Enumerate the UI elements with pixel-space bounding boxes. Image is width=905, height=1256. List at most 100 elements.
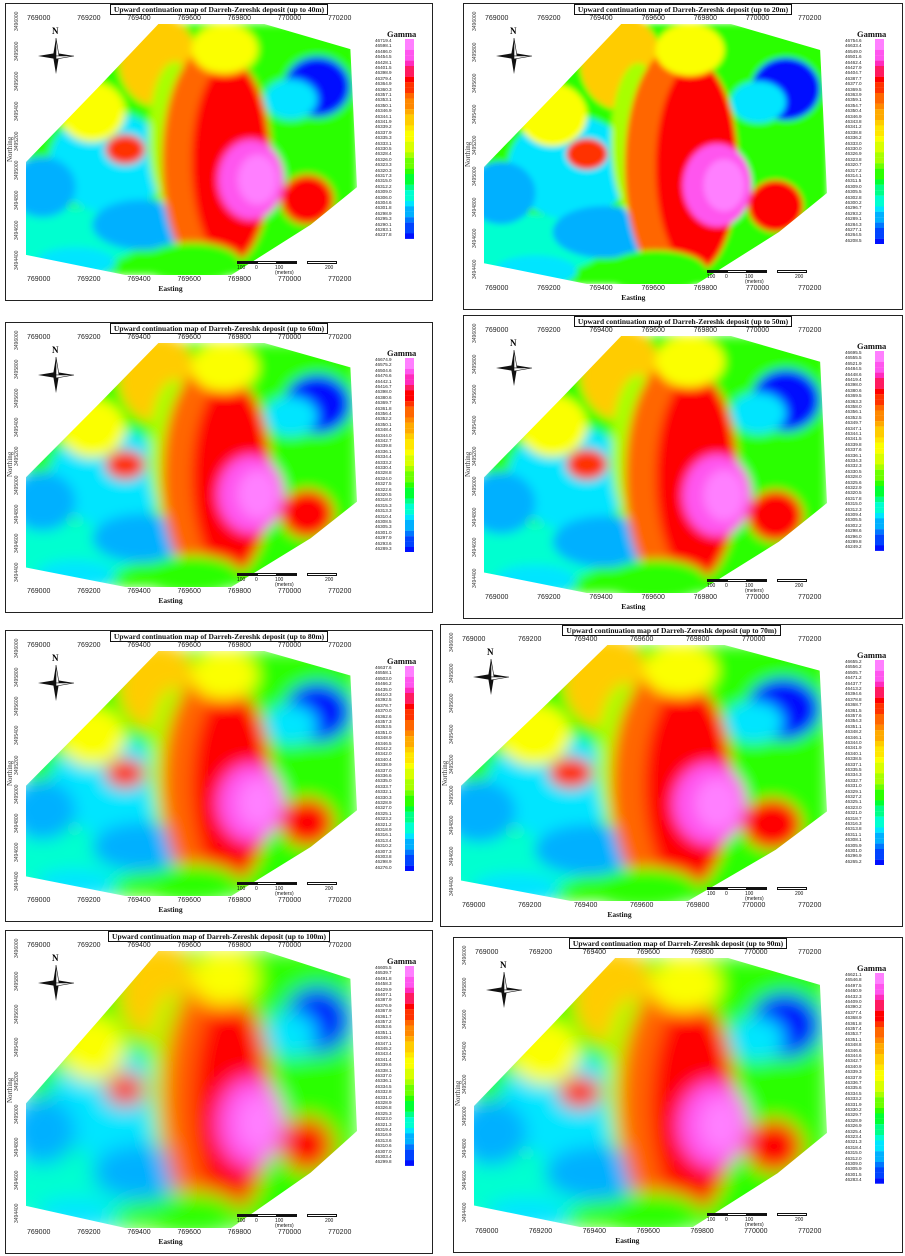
colorbar-value: 46454.5 <box>375 54 392 60</box>
colorbar-value: 46350.1 <box>375 421 392 427</box>
colorbar-value: 46306.0 <box>375 194 392 200</box>
scale-segment <box>727 887 747 890</box>
x-tick-label-top: 769400 <box>127 334 151 341</box>
x-tick-label-bottom: 770200 <box>328 588 352 595</box>
colorbar-value: 46323.0 <box>845 804 862 810</box>
colorbar-swatch <box>405 1003 414 1010</box>
colorbar-value: 46338.1 <box>375 1067 392 1073</box>
colorbar-swatch <box>875 697 884 704</box>
colorbar-value: 46326.8 <box>375 1105 392 1111</box>
colorbar-value: 46309.0 <box>845 1161 862 1166</box>
colorbar-swatch <box>875 838 884 844</box>
colorbar-swatch <box>875 179 884 185</box>
colorbar-swatch <box>875 152 884 158</box>
x-tick-label-top: 770200 <box>798 636 822 643</box>
x-tick-label-bottom: 770000 <box>277 1229 302 1236</box>
scale-segment <box>747 270 767 273</box>
scale-label: 200 <box>325 577 334 583</box>
colorbar-value: 46320.5 <box>375 492 392 497</box>
colorbar-swatch <box>875 816 884 823</box>
x-tick-label-bottom: 769800 <box>693 594 718 601</box>
colorbar-swatch <box>875 703 884 709</box>
y-tick-label-left: 3495000 <box>14 475 20 495</box>
y-axis-label: Northing <box>464 141 472 167</box>
y-tick-label-left: 3495400 <box>14 725 20 746</box>
colorbar-value: 46346.9 <box>375 108 392 114</box>
x-tick-label-top: 769400 <box>574 636 598 643</box>
colorbar-swatch <box>405 492 414 499</box>
x-tick-label-bottom: 769200 <box>528 1228 553 1235</box>
colorbar-swatch <box>875 55 884 61</box>
colorbar-value: 46299.8 <box>375 1159 392 1165</box>
colorbar-value: 46376.9 <box>375 1002 392 1008</box>
scale-label: 100 <box>275 886 284 892</box>
north-label: N <box>52 26 59 36</box>
colorbar-swatch <box>405 525 414 531</box>
colorbar-swatch <box>405 714 414 721</box>
colorbar-value: 46315.0 <box>845 1150 862 1156</box>
scale-segment <box>777 1213 807 1216</box>
colorbar-value: 46337.9 <box>845 1074 862 1080</box>
map-title-text: Upward continuation map of Darreh-Zeresh… <box>108 931 330 942</box>
colorbar-swatch <box>875 1080 884 1087</box>
colorbar-swatch <box>405 1036 414 1042</box>
x-tick-label-bottom: 769600 <box>641 594 665 601</box>
colorbar-swatch <box>875 735 884 742</box>
colorbar-value: 46378.8 <box>845 696 862 702</box>
colorbar-value: 46309.0 <box>845 183 862 189</box>
colorbar-swatch <box>405 784 414 791</box>
colorbar-swatch <box>875 195 884 202</box>
map-panel-80m: Upward continuation map of Darreh-Zeresh… <box>5 630 433 922</box>
north-arrow-icon <box>34 661 78 705</box>
scale-label: 100 <box>745 1217 754 1223</box>
x-tick-label-top: 769400 <box>127 15 151 22</box>
colorbar-value: 46325.3 <box>375 1110 392 1116</box>
north-label: N <box>52 653 59 663</box>
x-tick-label-top: 770200 <box>798 949 822 956</box>
colorbar-value: 46466.2 <box>375 681 392 687</box>
colorbar-swatch <box>405 444 414 450</box>
colorbar-value: 46328.8 <box>375 470 392 476</box>
colorbar-value: 46298.9 <box>375 210 392 216</box>
map-panel-50m: Upward continuation map of Darreh-Zeresh… <box>463 315 903 619</box>
scale-segment <box>257 1214 277 1217</box>
colorbar-value: 46351.0 <box>375 729 392 735</box>
scale-label: 100 <box>707 583 716 589</box>
colorbar-value: 46342.7 <box>845 1058 862 1064</box>
colorbar-value: 46289.8 <box>845 539 862 544</box>
colorbar-value: 46379.4 <box>375 75 392 81</box>
colorbar-swatch <box>875 670 884 677</box>
colorbar-swatch <box>875 1178 884 1184</box>
colorbar-swatch <box>875 437 884 443</box>
y-tick-label-left: 3495800 <box>449 663 455 683</box>
colorbar-swatch <box>875 545 884 551</box>
colorbar-value: 46486.0 <box>375 48 392 54</box>
scale-label: 200 <box>795 274 804 280</box>
colorbar-swatch <box>875 367 884 373</box>
colorbar-value: 46410.3 <box>375 692 392 697</box>
colorbar-swatch <box>405 465 414 472</box>
colorbar-swatch <box>405 395 414 402</box>
colorbar-value: 46328.4 <box>375 151 392 157</box>
x-tick-label-top: 769000 <box>27 334 51 341</box>
colorbar-value: 46598.1 <box>375 43 392 49</box>
contour-map <box>461 645 827 901</box>
colorbar-value: 46394.6 <box>845 691 862 697</box>
colorbar-swatch <box>405 763 414 769</box>
colorbar-swatch <box>875 163 884 169</box>
colorbar-value: 46427.9 <box>845 65 862 70</box>
colorbar-value: 46237.8 <box>375 232 392 238</box>
colorbar-value: 46501.6 <box>845 54 862 60</box>
y-tick-label-left: 3495400 <box>449 724 455 744</box>
x-tick-label-bottom: 770200 <box>798 594 822 601</box>
x-tick-label-bottom: 769800 <box>227 1229 252 1236</box>
colorbar-value: 46462.4 <box>845 59 862 65</box>
colorbar-swatch <box>875 351 884 357</box>
colorbar-swatch <box>405 217 414 223</box>
y-tick-label-left: 3494600 <box>462 1170 468 1190</box>
contour-map <box>484 24 827 284</box>
contour-map <box>26 951 357 1228</box>
x-axis-label: Easting <box>615 1236 640 1245</box>
colorbar-swatch <box>875 442 884 449</box>
x-tick-label-top: 770200 <box>328 942 352 949</box>
